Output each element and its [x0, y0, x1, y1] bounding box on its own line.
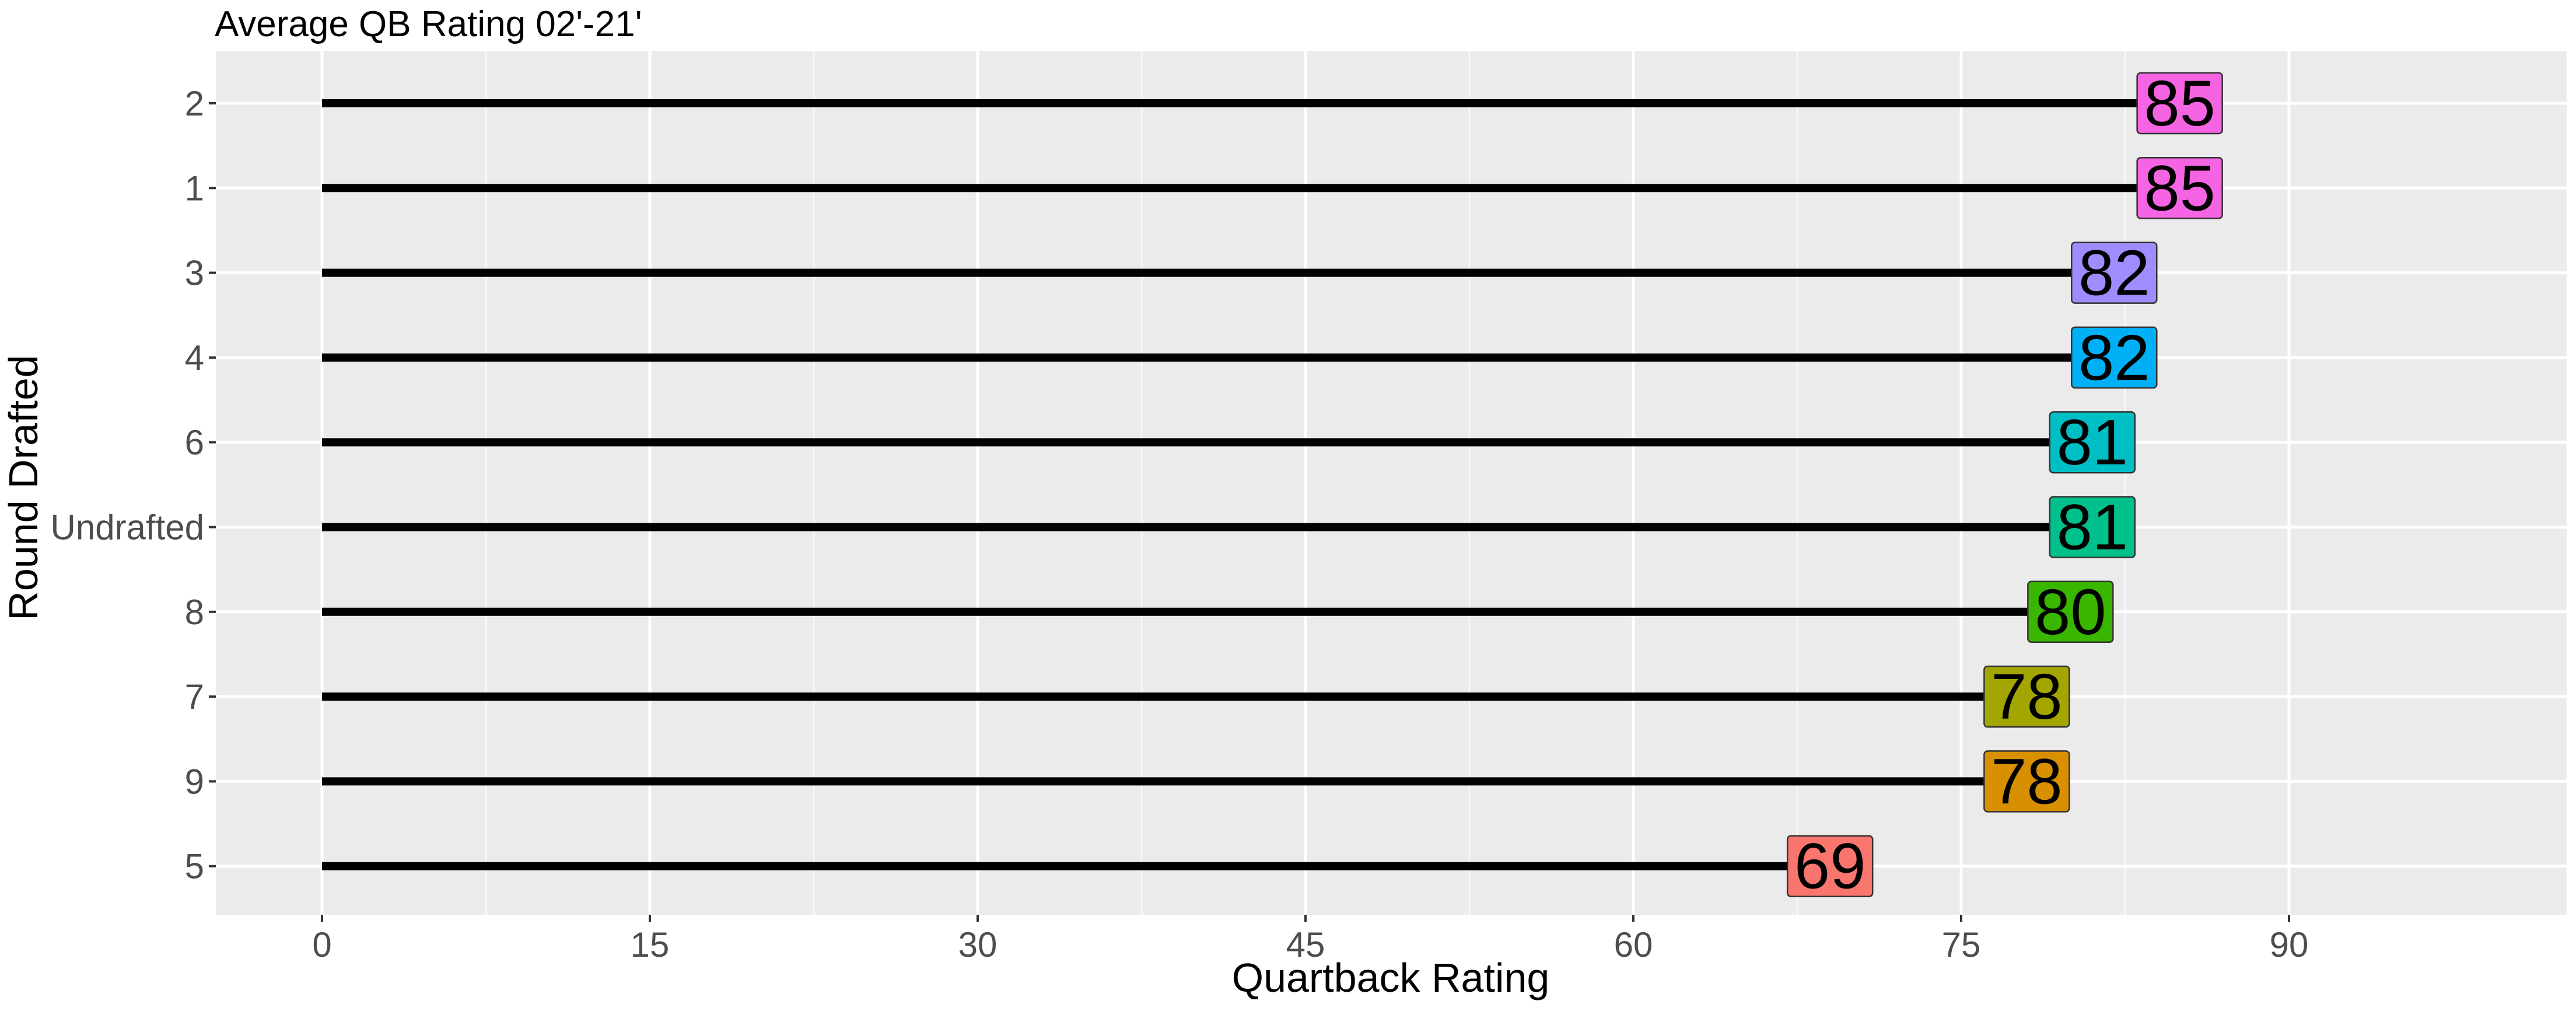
x-tick-label: 45 [1286, 925, 1325, 964]
y-tick-label: 8 [185, 593, 204, 632]
value-label: 78 [1991, 661, 2062, 733]
axes: 2 1 3 4 6 Undrafted 8 7 9 5 0 15 30 45 60 75 90 [51, 84, 2309, 964]
value-label-box [2136, 157, 2223, 219]
value-label-box [2136, 72, 2223, 135]
x-axis-title: Quartback Rating [1232, 955, 1550, 1000]
y-tick-label: 4 [185, 338, 204, 377]
value-label-box [2071, 326, 2158, 389]
value-label: 80 [2035, 576, 2106, 648]
y-tick-label: 7 [185, 677, 204, 716]
value-label-box [1786, 835, 1874, 897]
value-label: 82 [2078, 322, 2150, 394]
value-label-box [2049, 496, 2136, 558]
value-label: 69 [1794, 831, 1866, 902]
value-label: 82 [2078, 237, 2150, 309]
y-tick-label: 1 [185, 169, 204, 208]
value-label: 78 [1991, 746, 2062, 817]
x-tick-label: 15 [631, 925, 670, 964]
x-tick-label: 75 [1942, 925, 1981, 964]
y-tick-label: 3 [185, 254, 204, 293]
value-label-box [2027, 580, 2114, 643]
y-tick-label: 6 [185, 423, 204, 462]
y-tick-label: 2 [185, 84, 204, 123]
value-label: 85 [2144, 68, 2215, 139]
x-tick-label: 30 [958, 925, 998, 964]
value-label-box [1983, 750, 2070, 813]
value-label: 85 [2144, 152, 2215, 224]
chart-title: Average QB Rating 02'-21' [215, 4, 642, 44]
y-tick-label: Undrafted [51, 508, 205, 547]
value-label: 81 [2057, 492, 2128, 564]
y-tick-label: 5 [185, 847, 204, 886]
value-label-box [1983, 665, 2070, 728]
value-label-box [2049, 411, 2136, 474]
data-marks: 85 85 82 82 81 81 80 78 78 69 [322, 68, 2223, 902]
x-tick-label: 60 [1614, 925, 1653, 964]
y-axis-title: Round Drafted [1, 355, 46, 620]
value-label: 81 [2057, 407, 2128, 478]
x-tick-label: 90 [2270, 925, 2309, 964]
value-label-box [2071, 242, 2158, 304]
y-tick-label: 9 [185, 762, 204, 801]
x-tick-label: 0 [312, 925, 331, 964]
